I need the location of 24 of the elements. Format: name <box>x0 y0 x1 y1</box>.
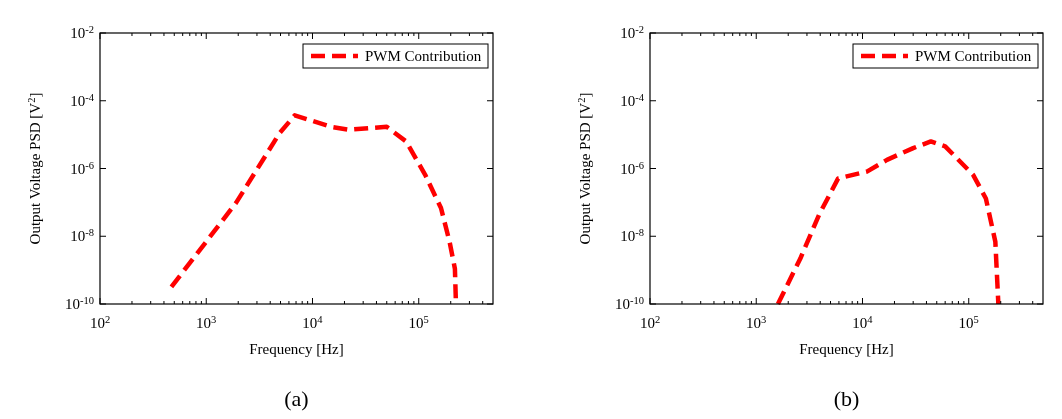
x-tick-label: 10$^{2}$ <box>639 313 661 331</box>
y-tick-label: 10$^{-6}$ <box>620 159 644 177</box>
y-tick-label: 10$^{-8}$ <box>70 226 94 245</box>
x-tick-label: 10$^{4}$ <box>302 313 324 331</box>
x-tick-label: 10$^{2}$ <box>89 313 111 331</box>
y-tick-label: 10$^{-2}$ <box>70 23 94 41</box>
x-tick-label: 10$^{5}$ <box>958 313 979 331</box>
y-tick-label: 10$^{-10}$ <box>615 294 644 312</box>
text: (a) <box>284 386 309 411</box>
x-tick-label: 10$^{5}$ <box>408 313 429 331</box>
x-tick-label: 10$^{3}$ <box>196 313 217 331</box>
y-tick-label: 10$^{-4}$ <box>620 91 645 109</box>
y-tick-label: 10$^{-4}$ <box>70 91 95 109</box>
y-tick-label: 10$^{-6}$ <box>70 159 94 177</box>
y-tick-label: 10$^{-2}$ <box>620 23 644 41</box>
x-tick-label: 10$^{3}$ <box>746 313 767 331</box>
legend-label: PWM Contribution <box>915 48 1032 64</box>
y-tick-label: 10$^{-10}$ <box>65 294 94 312</box>
y-tick-label: 10$^{-8}$ <box>620 226 644 245</box>
text: (b) <box>833 386 860 411</box>
legend-label: PWM Contribution <box>365 48 482 64</box>
x-axis-title: Frequency [Hz] <box>249 341 344 357</box>
x-tick-label: 10$^{4}$ <box>852 313 874 331</box>
x-axis-title: Frequency [Hz] <box>799 341 894 357</box>
